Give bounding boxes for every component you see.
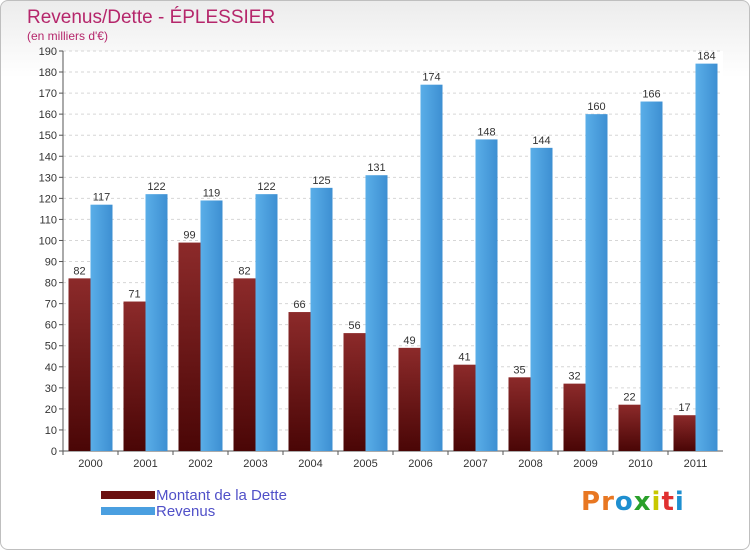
- x-tick-label: 2000: [78, 458, 102, 470]
- data-label-revenus: 174: [422, 72, 440, 84]
- data-label-debt: 56: [348, 320, 360, 332]
- data-label-debt: 82: [73, 265, 85, 277]
- y-tick-label: 120: [39, 193, 57, 205]
- data-label-debt: 22: [623, 392, 635, 404]
- x-tick-label: 2005: [353, 458, 377, 470]
- bar-debt: [178, 242, 201, 451]
- y-tick-label: 30: [45, 383, 57, 395]
- bar-debt: [453, 364, 476, 451]
- y-tick-label: 160: [39, 109, 57, 121]
- bar-debt: [673, 415, 696, 451]
- bar-debt: [123, 301, 146, 451]
- x-tick-label: 2001: [133, 458, 157, 470]
- x-tick-label: 2008: [518, 458, 542, 470]
- y-tick-label: 80: [45, 278, 57, 290]
- data-label-debt: 35: [513, 364, 525, 376]
- y-tick-label: 110: [39, 214, 57, 226]
- data-label-revenus: 184: [697, 51, 715, 63]
- y-tick-label: 50: [45, 341, 57, 353]
- bar-debt: [618, 404, 641, 451]
- data-label-revenus: 122: [257, 181, 275, 193]
- bar-revenus: [200, 200, 223, 451]
- data-label-debt: 66: [293, 299, 305, 311]
- bar-debt: [508, 377, 531, 451]
- bar-debt: [563, 383, 586, 451]
- legend-label-debt: Montant de la Dette: [156, 487, 287, 504]
- bar-revenus: [420, 84, 443, 452]
- y-tick-label: 100: [39, 235, 57, 247]
- y-tick-label: 190: [39, 46, 57, 58]
- bar-debt: [68, 278, 91, 451]
- data-label-debt: 32: [568, 371, 580, 383]
- data-label-revenus: 119: [203, 187, 221, 199]
- data-label-revenus: 160: [587, 101, 605, 113]
- bar-revenus: [365, 175, 388, 452]
- data-label-revenus: 148: [477, 126, 495, 138]
- x-tick-label: 2009: [573, 458, 597, 470]
- y-tick-label: 40: [45, 362, 57, 374]
- data-label-debt: 99: [183, 230, 195, 242]
- bar-revenus: [145, 194, 168, 451]
- bar-revenus: [90, 204, 113, 451]
- data-label-debt: 71: [128, 289, 140, 301]
- y-tick-label: 90: [45, 257, 57, 269]
- legend-item-revenus: Revenus: [101, 503, 421, 520]
- bar-revenus: [255, 194, 278, 451]
- data-label-revenus: 131: [367, 162, 385, 174]
- y-tick-label: 150: [39, 130, 57, 142]
- bar-debt: [398, 347, 421, 451]
- legend: Montant de la Dette Revenus: [101, 487, 421, 520]
- bar-debt: [233, 278, 256, 451]
- y-tick-label: 180: [39, 67, 57, 79]
- x-tick-label: 2007: [463, 458, 487, 470]
- y-tick-label: 60: [45, 320, 57, 332]
- data-label-revenus: 122: [147, 181, 165, 193]
- plot-area: [63, 51, 723, 451]
- y-tick-label: 130: [39, 172, 57, 184]
- bar-revenus: [585, 114, 608, 451]
- bar-revenus: [695, 63, 718, 451]
- legend-swatch-debt: [101, 491, 155, 499]
- bar-debt: [343, 333, 366, 451]
- x-tick-label: 2011: [684, 458, 708, 470]
- legend-label-revenus: Revenus: [156, 503, 216, 520]
- y-tick-label: 170: [39, 88, 57, 100]
- legend-swatch-revenus: [101, 507, 155, 515]
- data-label-debt: 49: [403, 335, 415, 347]
- proxiti-logo: Proxiti: [581, 487, 685, 517]
- data-label-revenus: 166: [642, 89, 660, 101]
- data-label-revenus: 144: [532, 135, 550, 147]
- x-tick-label: 2003: [243, 458, 267, 470]
- bar-revenus: [310, 187, 333, 451]
- y-tick-label: 140: [39, 151, 57, 163]
- legend-item-debt: Montant de la Dette: [101, 487, 421, 504]
- x-tick-label: 2004: [298, 458, 322, 470]
- y-tick-label: 70: [45, 299, 57, 311]
- data-label-debt: 82: [238, 265, 250, 277]
- y-tick-label: 10: [45, 425, 57, 437]
- chart-subtitle: (en milliers d'€): [27, 29, 108, 43]
- data-label-debt: 17: [678, 402, 690, 414]
- x-tick-label: 2006: [408, 458, 432, 470]
- x-tick-label: 2002: [188, 458, 212, 470]
- data-label-revenus: 125: [312, 175, 330, 187]
- bar-revenus: [640, 101, 663, 452]
- bar-revenus: [475, 139, 498, 451]
- data-label-debt: 41: [458, 352, 470, 364]
- data-label-revenus: 117: [93, 192, 111, 204]
- x-tick-label: 2010: [628, 458, 652, 470]
- bar-revenus: [530, 147, 553, 451]
- y-tick-label: 20: [45, 404, 57, 416]
- bar-debt: [288, 312, 311, 451]
- y-tick-label: 0: [51, 446, 57, 458]
- chart-title: Revenus/Dette - ÉPLESSIER: [27, 7, 276, 28]
